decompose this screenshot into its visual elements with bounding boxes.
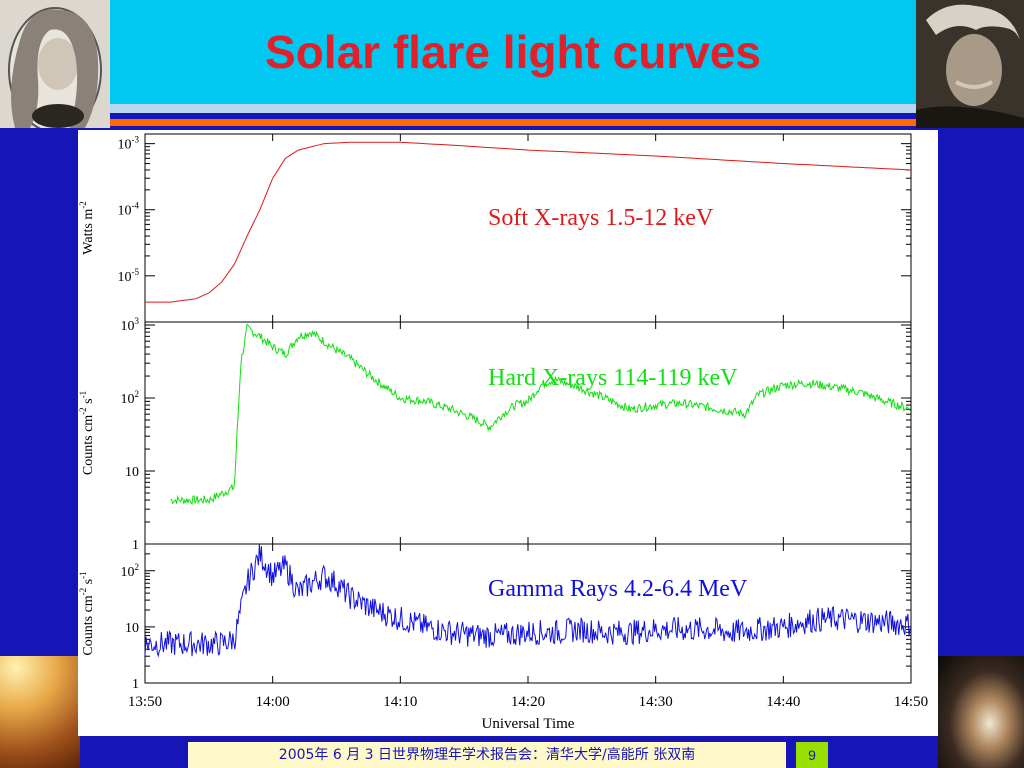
series-line-hard xyxy=(170,323,911,506)
y-tick-label: 102 xyxy=(121,389,140,407)
slide-title: Solar flare light curves xyxy=(265,26,761,78)
einstein-portrait xyxy=(916,0,1024,128)
x-tick-label: 14:40 xyxy=(766,694,800,710)
y-tick-label: 10-4 xyxy=(118,201,140,219)
header-stripe-orange xyxy=(110,119,916,126)
x-tick-label: 13:50 xyxy=(128,694,162,710)
series-label-gamma: Gamma Rays 4.2-6.4 MeV xyxy=(488,576,748,602)
series-label-hard: Hard X-rays 114-119 keV xyxy=(488,365,738,391)
panel-frame xyxy=(144,543,912,684)
x-axis-label: Universal Time xyxy=(482,716,575,732)
solar-image-left xyxy=(0,656,80,768)
y-axis-label: Counts cm-2 s-1 xyxy=(78,391,96,475)
x-tick-label: 14:20 xyxy=(511,694,545,710)
light-curve-chart: 10-3 10-4 10-5 Watts m-2 Soft X-rays 1.5-12 … xyxy=(78,133,928,732)
panel-frame xyxy=(144,321,912,545)
y-tick-label: 103 xyxy=(121,316,140,334)
newton-portrait xyxy=(0,0,110,128)
y-tick-label: 10 xyxy=(125,621,139,636)
galaxy-image-right xyxy=(938,656,1024,768)
x-tick-label: 14:00 xyxy=(256,694,290,710)
panel-soft: 10-3 10-4 10-5 Watts m-2 Soft X-rays 1.5-12 … xyxy=(78,133,912,323)
series-line-soft xyxy=(145,141,912,303)
y-tick-label: 1 xyxy=(132,677,139,692)
x-tick-label: 14:30 xyxy=(639,694,673,710)
x-tick-label: 14:10 xyxy=(383,694,417,710)
panel-gamma: 102 10 1 Counts cm-2 s-1 Gamma Rays 4.2-6.4 … xyxy=(78,543,912,692)
page-number: 9 xyxy=(796,742,828,768)
y-tick-label: 10-5 xyxy=(118,267,140,285)
series-line-gamma xyxy=(144,543,911,658)
footer-text: 2005年 6 月 3 日世界物理年学术报告会：清华大学/高能所 张双南 xyxy=(188,742,786,768)
chart-container: 10-3 10-4 10-5 Watts m-2 Soft X-rays 1.5-12 … xyxy=(78,130,938,736)
y-tick-label: 102 xyxy=(121,562,140,580)
y-axis-label: Watts m-2 xyxy=(78,201,96,254)
header-stripe-dark xyxy=(110,113,916,119)
y-tick-label: 10 xyxy=(125,465,139,480)
series-label-soft: Soft X-rays 1.5-12 keV xyxy=(488,205,714,231)
x-tick-label: 14:50 xyxy=(894,694,928,710)
header-stripe-light xyxy=(110,104,916,113)
title-bar xyxy=(110,0,916,104)
y-axis-label: Counts cm-2 s-1 xyxy=(78,571,96,655)
y-tick-label: 1 xyxy=(132,538,139,553)
y-tick-label: 10-3 xyxy=(118,135,140,153)
